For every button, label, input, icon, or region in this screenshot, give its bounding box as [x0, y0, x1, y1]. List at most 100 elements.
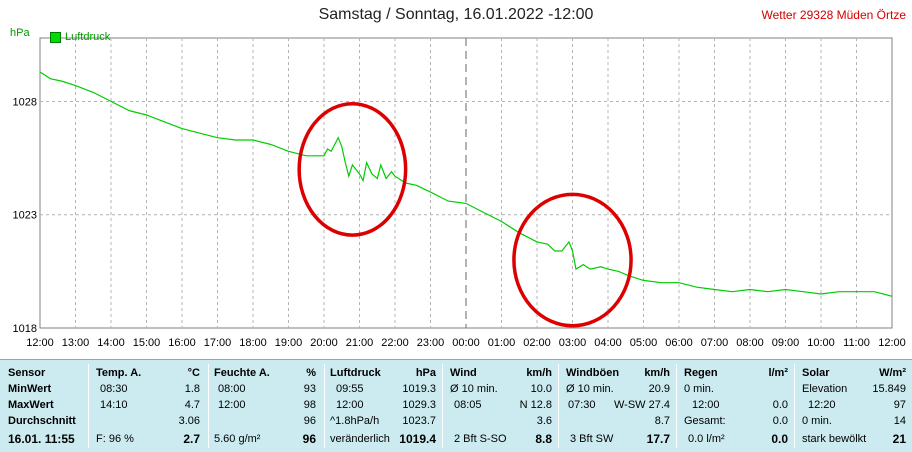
annotation-group — [297, 101, 633, 328]
x-tick-label: 11:00 — [843, 337, 870, 349]
highlight-ellipse — [512, 192, 633, 328]
solar-header: Solar — [802, 367, 830, 379]
press-min-value: 1019.3 — [402, 383, 436, 395]
col-gusts: Windböen km/h Ø 10 min. 20.9 07:30 W-SW 27.… — [560, 364, 676, 450]
gust-max-time: 07:30 — [568, 399, 596, 411]
solar-elevation-value: 15.849 — [872, 383, 906, 395]
legend: Luftdruck — [50, 31, 110, 43]
x-tick-label: 16:00 — [168, 337, 196, 349]
rain-hour-value: 0.0 — [772, 399, 788, 411]
y-axis-unit: hPa — [10, 27, 30, 39]
press-header: Luftdruck — [330, 367, 381, 379]
wind-current-value: 8.8 — [535, 432, 552, 446]
y-axis-ticks: 1018 1023 1028 — [13, 96, 37, 335]
rain-duration: 0 min. — [684, 383, 714, 395]
x-axis-ticks: 12:00 13:00 14:00 15:00 16:00 17:00 18:00 19:00… — [26, 337, 906, 349]
hum-header: Feuchte A. — [214, 367, 270, 379]
x-tick-label: 21:00 — [346, 337, 374, 349]
hum-max-value: 98 — [303, 399, 316, 411]
sensor-header: Sensor — [8, 367, 46, 379]
y-tick-label: 1023 — [13, 210, 37, 222]
gust-header: Windböen — [566, 367, 620, 379]
temp-max-value: 4.7 — [184, 399, 200, 411]
gust-beaufort: 3 Bft SW — [570, 433, 614, 445]
x-tick-label: 17:00 — [204, 337, 232, 349]
temp-current-humidity: F: 96 % — [96, 433, 134, 445]
wind-header: Wind — [450, 367, 477, 379]
x-tick-label: 12:00 — [878, 337, 906, 349]
grid-lines — [40, 38, 892, 328]
temp-avg-value: 3.06 — [178, 415, 200, 427]
col-wind: Wind km/h Ø 10 min. 10.0 08:05 N 12.8 3.6 2… — [444, 364, 558, 450]
legend-swatch — [50, 31, 61, 43]
rain-unit: l/m² — [768, 367, 788, 379]
x-tick-label: 12:00 — [26, 337, 54, 349]
col-pressure: Luftdruck hPa 09:55 1019.3 12:00 1029.3 ^1.… — [326, 364, 442, 450]
rain-total-value: 0.0 — [772, 415, 788, 427]
rain-time: 12:00 — [692, 399, 720, 411]
wind-beaufort: 2 Bft S-SO — [454, 433, 507, 445]
rain-total-label: Gesamt: — [684, 415, 726, 427]
col-solar: Solar W/m² Elevation 15.849 12:20 97 0 min.… — [796, 364, 910, 450]
col-temp: Temp. A. °C 08:30 1.8 14:10 4.7 3.06 F: 96 … — [90, 364, 208, 450]
solar-mean-value: 14 — [893, 415, 906, 427]
temp-max-time: 14:10 — [100, 399, 128, 411]
temp-unit: °C — [187, 367, 200, 379]
col-humidity: Feuchte A.% 08:00 93 12:00 98 96 5.60 g/m²… — [210, 364, 324, 450]
chart-title: Samstag / Sonntag, 16.01.2022 -12:00 — [318, 6, 594, 23]
temp-current-value: 2.7 — [183, 432, 200, 446]
rain-amount: 0.0 l/m² — [688, 433, 725, 445]
maxwert-label: MaxWert — [8, 399, 54, 411]
wind-mean-value: 3.6 — [536, 415, 552, 427]
x-tick-label: 00:00 — [452, 337, 480, 349]
press-avg-value: 1023.7 — [402, 415, 436, 427]
x-tick-label: 09:00 — [772, 337, 800, 349]
x-tick-label: 03:00 — [559, 337, 587, 349]
current-datetime: 16.01. 11:55 — [8, 432, 75, 446]
press-tendency: veränderlich — [330, 433, 390, 445]
solar-unit: W/m² — [879, 367, 906, 379]
x-tick-label: 22:00 — [381, 337, 409, 349]
durchschnitt-label: Durchschnitt — [8, 415, 76, 427]
gust-current-value: 17.7 — [646, 432, 670, 446]
press-unit: hPa — [415, 367, 436, 379]
temp-min-time: 08:30 — [100, 383, 128, 395]
x-tick-label: 01:00 — [488, 337, 516, 349]
x-tick-label: 10:00 — [807, 337, 835, 349]
x-tick-label: 19:00 — [275, 337, 303, 349]
gust-max-value: W-SW 27.4 — [613, 399, 670, 411]
press-max-value: 1029.3 — [402, 399, 436, 411]
x-tick-label: 14:00 — [97, 337, 125, 349]
gust-avg-value: 20.9 — [648, 383, 670, 395]
solar-condition: stark bewölkt — [802, 433, 867, 445]
x-tick-label: 07:00 — [701, 337, 729, 349]
temp-header: Temp. A. — [96, 367, 142, 379]
hum-min-value: 93 — [303, 383, 316, 395]
hum-absolute: 5.60 g/m² — [214, 433, 261, 445]
press-max-time: 12:00 — [336, 399, 364, 411]
rain-header: Regen — [684, 367, 718, 379]
solar-max-value: 97 — [893, 399, 906, 411]
gust-avg-label: Ø 10 min. — [566, 383, 614, 395]
y-tick-label: 1018 — [13, 323, 37, 335]
x-tick-label: 23:00 — [417, 337, 445, 349]
press-current-value: 1019.4 — [399, 432, 436, 446]
x-tick-label: 05:00 — [630, 337, 658, 349]
x-tick-label: 18:00 — [239, 337, 267, 349]
press-trend: ^1.8hPa/h — [330, 415, 380, 427]
station-label: Wetter 29328 Müden Örtze — [761, 8, 906, 22]
gust-unit: km/h — [644, 367, 670, 379]
hum-current-value: 96 — [302, 432, 316, 446]
y-tick-label: 1028 — [13, 96, 37, 108]
wind-max-time: 08:05 — [454, 399, 482, 411]
rain-current-value: 0.0 — [771, 432, 788, 446]
highlight-ellipse — [297, 101, 408, 237]
series-line — [39, 71, 893, 297]
legend-label: Luftdruck — [65, 31, 111, 43]
solar-current-value: 21 — [892, 432, 906, 446]
solar-duration: 0 min. — [802, 415, 832, 427]
hum-unit: % — [306, 367, 316, 379]
minwert-label: MinWert — [8, 383, 52, 395]
hum-avg-value: 96 — [303, 415, 316, 427]
temp-min-value: 1.8 — [184, 383, 200, 395]
